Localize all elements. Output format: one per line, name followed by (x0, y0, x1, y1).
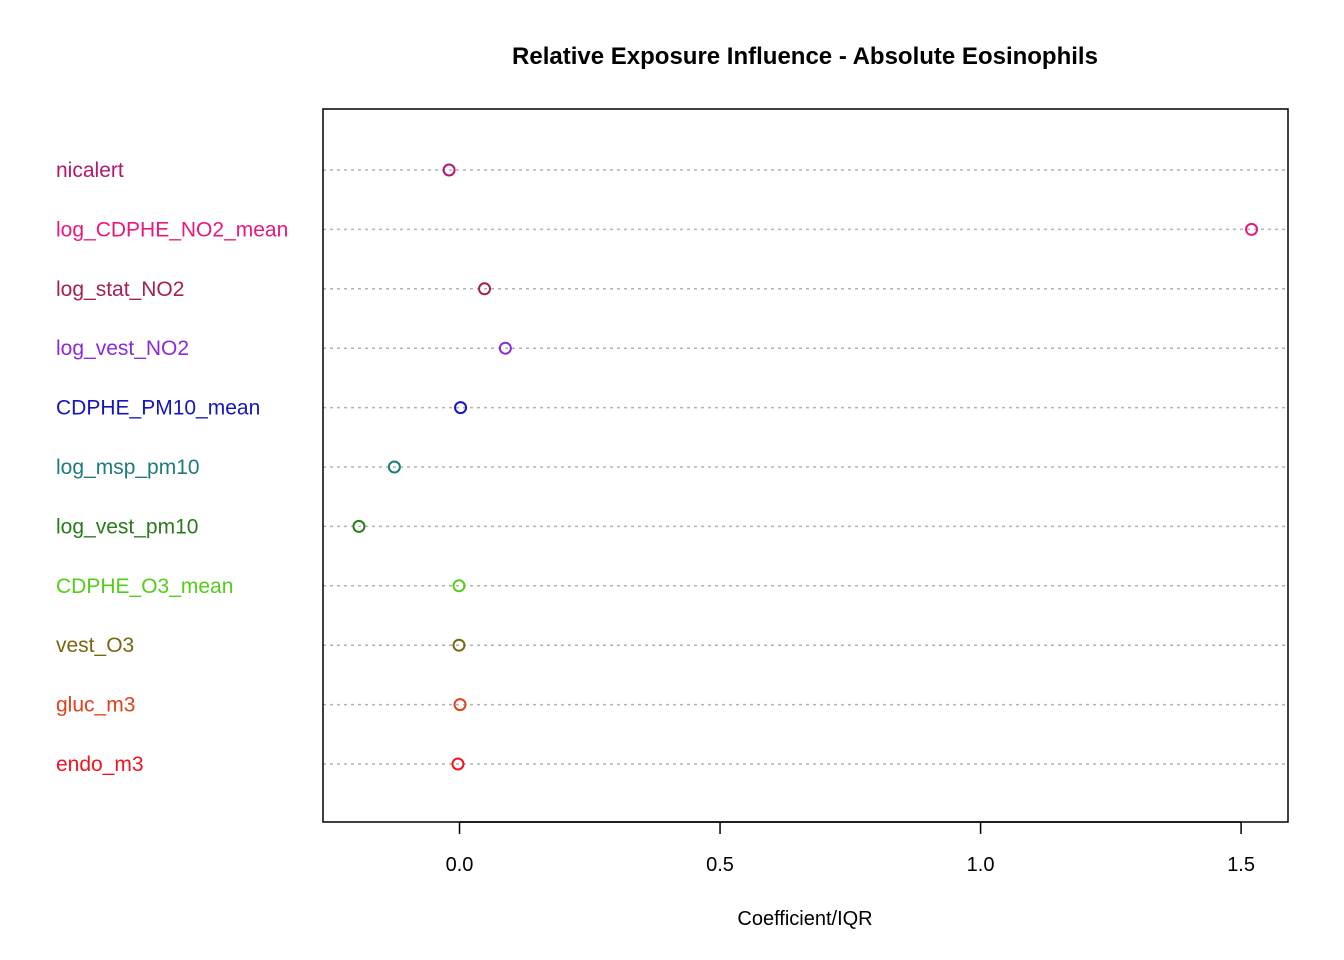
category-label: log_vest_NO2 (56, 337, 189, 360)
data-point (1245, 222, 1259, 236)
data-point (454, 401, 468, 415)
category-label: gluc_m3 (56, 694, 135, 717)
category-labels: nicalert log_CDPHE_NO2_mean log_stat_NO2lo… (56, 159, 288, 776)
plot-frame (322, 108, 1289, 823)
x-tick-label: 1.0 (967, 854, 995, 876)
category-label: CDPHE_O3_mean (56, 575, 233, 598)
data-point (352, 519, 366, 533)
data-point (498, 341, 512, 355)
data-point (442, 163, 456, 177)
data-point (478, 282, 492, 296)
data-points (352, 163, 1259, 771)
x-tick-label: 0.5 (706, 854, 734, 876)
data-point (452, 638, 466, 652)
x-tick-label: 1.5 (1227, 854, 1255, 876)
x-tick-label: 0.0 (446, 854, 474, 876)
data-point (451, 757, 465, 771)
category-label: log_CDPHE_NO2_mean (56, 218, 288, 241)
data-point (453, 698, 467, 712)
x-axis: 0.0 0.5 1.0 1.5 (446, 821, 1255, 876)
data-point (452, 579, 466, 593)
category-label: log_stat_NO2 (56, 278, 184, 301)
category-label: endo_m3 (56, 753, 144, 776)
category-label: vest_O3 (56, 634, 134, 657)
data-point (387, 460, 401, 474)
category-label: log_msp_pm10 (56, 456, 200, 479)
grid-lines (323, 169, 1288, 765)
category-label: CDPHE_PM10_mean (56, 397, 260, 420)
x-axis-label: Coefficient/IQR (737, 908, 872, 930)
chart-title: Relative Exposure Influence - Absolute E… (512, 43, 1098, 70)
category-label: nicalert (56, 159, 124, 182)
category-label: log_vest_pm10 (56, 515, 198, 538)
